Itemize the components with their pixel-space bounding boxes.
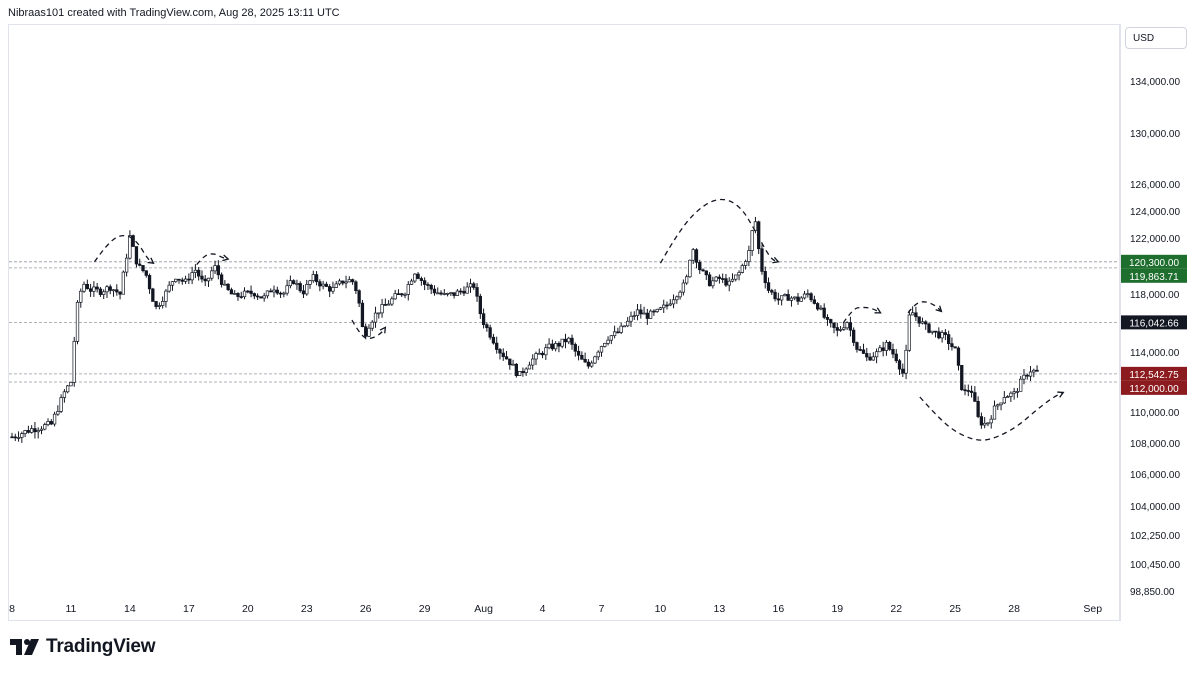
price-level-badge [1121, 380, 1187, 395]
price-tick-label: 114,000.00 [1130, 348, 1180, 359]
price-axis-separator [1120, 24, 1121, 621]
price-level-badge [1121, 268, 1187, 283]
price-tick-label: 118,000.00 [1130, 290, 1180, 301]
price-level-badge [1121, 366, 1187, 381]
price-tick-label: 110,000.00 [1130, 408, 1180, 419]
tradingview-logo[interactable]: TradingView [10, 636, 156, 658]
price-tick-label: 126,000.00 [1130, 180, 1180, 191]
price-badges: 120,300.00 119,863.71 116,042.66 112,542.75… [1121, 254, 1187, 395]
price-level-badge-label: 120,300.00 [1129, 258, 1179, 269]
price-level-badge [1121, 315, 1187, 330]
price-tick-label: 106,000.00 [1130, 470, 1180, 481]
price-level-badge [1121, 254, 1187, 269]
plot-area[interactable] [8, 24, 1120, 621]
tradingview-wordmark: TradingView [46, 636, 156, 657]
price-tick-label: 130,000.00 [1130, 129, 1180, 140]
price-axis: 134,000.00 130,000.00 126,000.00 124,000.00… [1130, 77, 1180, 598]
price-tick-label: 122,000.00 [1130, 234, 1180, 245]
price-tick-label: 100,450.00 [1130, 560, 1180, 571]
price-tick-label: 102,250.00 [1130, 531, 1180, 542]
price-level-badge-label: 116,042.66 [1129, 318, 1179, 329]
price-tick-label: 134,000.00 [1130, 77, 1180, 88]
price-tick-label: 124,000.00 [1130, 207, 1180, 218]
currency-label[interactable]: USD [1125, 27, 1187, 49]
price-level-badge-label: 119,863.71 [1129, 272, 1179, 283]
price-level-badge-label: 112,542.75 [1129, 370, 1179, 381]
chart-attribution: Nibraas101 created with TradingView.com,… [8, 7, 340, 19]
tradingview-logo-icon [10, 639, 39, 655]
price-level-badge-label: 112,000.00 [1129, 384, 1179, 395]
price-tick-label: 104,000.00 [1130, 502, 1180, 513]
price-tick-label: 108,000.00 [1130, 439, 1180, 450]
price-tick-label: 98,850.00 [1130, 587, 1175, 598]
